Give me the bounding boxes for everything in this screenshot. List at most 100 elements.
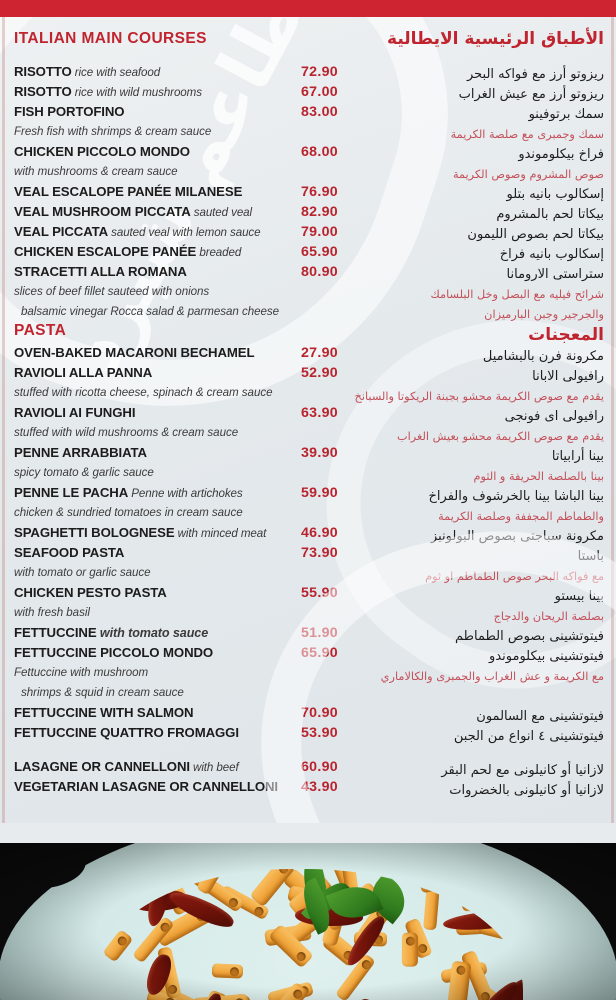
menu-item-name: PENNE LE PACHA [14, 485, 129, 500]
menu-item-name-ar: بيكاتا لحم بالمشروم [496, 207, 604, 222]
menu-item-name-ar: إسكالوب بانيه بتلو [506, 187, 604, 202]
menu-item-name-ar: بيكاتا لحم بصوص الليمون [467, 227, 604, 242]
top-red-bar [0, 0, 616, 17]
menu-item-name-ar: بينا بيستو [554, 589, 604, 604]
menu-item-price: 63.90 [300, 405, 338, 421]
menu-item-description: shrimps & squid in cream sauce [21, 686, 184, 699]
menu-item-name-ar: فراخ بيكلوموندو [518, 147, 604, 162]
menu-item-price: 72.90 [300, 64, 338, 80]
menu-item-name: CHICKEN PESTO PASTA [14, 585, 167, 600]
menu-item-row[interactable]: CHICKEN ESCALOPE PANÉE breaded 65.90 [14, 242, 338, 262]
menu-item-name-ar: لازانيا أو كانيلونى بالخضروات [449, 783, 604, 798]
menu-item-price: 83.00 [300, 104, 338, 120]
menu-item-name-ar: بينا الباشا بينا بالخرشوف والفراخ [428, 489, 604, 504]
menu-item-row[interactable]: VEAL ESCALOPE PANÉE MILANESE 76.90 [14, 182, 338, 202]
menu-item-name-ar: مكرونة سباجتى بصوص البولونيز [430, 529, 604, 544]
menu-item-name: FETTUCCINE [14, 625, 97, 640]
section-gap-ar [336, 747, 604, 761]
menu-item-name-ar: سمك برتوفينو [528, 107, 604, 122]
food-photo [0, 843, 616, 1000]
menu-item-description: with tomato or garlic sauce [14, 566, 151, 579]
english-column: ITALIAN MAIN COURSES RISOTTO rice with se… [14, 17, 338, 797]
menu-item-price: 52.90 [300, 365, 338, 381]
menu-item-row[interactable]: FETTUCCINE QUATTRO FROMAGGI 53.90 [14, 723, 338, 743]
menu-item-name: FETTUCCINE QUATTRO FROMAGGI [14, 725, 239, 740]
section-heading-italian-main-courses: ITALIAN MAIN COURSES [14, 30, 207, 47]
menu-item-name-ar: فيتوتشينى ٤ انواع من الجبن [453, 729, 604, 744]
menu-item-row[interactable]: SPAGHETTI BOLOGNESE with minced meat 46.9… [14, 523, 338, 543]
section-gap [14, 743, 338, 757]
menu-item-price: 65.90 [300, 244, 338, 260]
penne-piece [401, 933, 418, 967]
menu-item-row[interactable]: STRACETTI ALLA ROMANA 80.90 [14, 262, 338, 282]
menu-item-name: CHICKEN ESCALOPE PANÉE [14, 244, 197, 259]
menu-item-description-ar: بصلصة الريحان والدجاج [493, 610, 604, 623]
menu-item-row[interactable]: CHICKEN PICCOLO MONDO 68.00 [14, 142, 338, 162]
menu-item-price: 76.90 [300, 184, 338, 200]
menu-item-description-ar: مع فواكه البحر صوص الطماطم او ثوم [425, 570, 604, 583]
menu-item-price: 51.90 [300, 625, 338, 641]
menu-item-subtitle: with beef [189, 761, 239, 774]
menu-item-price: 55.90 [300, 585, 338, 601]
menu-item-row[interactable]: VEGETARIAN LASAGNE OR CANNELLONI 43.90 [14, 777, 338, 797]
menu-item-name-ar: بينا أرابياتا [551, 449, 604, 464]
menu-item-name: CHICKEN PICCOLO MONDO [14, 144, 190, 159]
menu-item-name: RAVIOLI AI FUNGHI [14, 405, 136, 420]
menu-item-row[interactable]: LASAGNE OR CANNELLONI with beef 60.90 [14, 757, 338, 777]
penne-piece [446, 960, 472, 1000]
menu-item-description-ar: بينا بالصلصة الحريفة و الثوم [473, 470, 604, 483]
menu-item-row[interactable]: FISH PORTOFINO 83.00 [14, 102, 338, 122]
menu-content: ITALIAN MAIN COURSES RISOTTO rice with se… [0, 17, 616, 823]
menu-item-price: 59.90 [300, 485, 338, 501]
section-heading-ar-pasta: المعجنات [528, 325, 604, 345]
menu-item-name-ar: فيتوتشينى بيكلوموندو [489, 649, 604, 664]
menu-item-price: 27.90 [300, 345, 338, 361]
menu-item-price: 53.90 [300, 725, 338, 741]
menu-item-description: spicy tomato & garlic sauce [14, 466, 154, 479]
menu-item-row[interactable]: VEAL PICCATA sauted veal with lemon sauc… [14, 222, 338, 242]
menu-item-row[interactable]: CHICKEN PESTO PASTA 55.90 [14, 583, 338, 603]
menu-item-price: 68.00 [300, 144, 338, 160]
menu-item-subtitle: sauted veal with lemon sauce [108, 226, 261, 239]
menu-item-description-ar: صوص المشروم وصوص الكريمة [452, 168, 604, 181]
menu-item-row[interactable]: RAVIOLI AI FUNGHI 63.90 [14, 403, 338, 423]
menu-item-row[interactable]: FETTUCCINE with tomato sauce 51.90 [14, 623, 338, 643]
menu-item-name: FISH PORTOFINO [14, 104, 125, 119]
menu-item-row[interactable]: SEAFOOD PASTA 73.90 [14, 543, 338, 563]
penne-piece [461, 869, 481, 912]
menu-item-name: SEAFOOD PASTA [14, 545, 125, 560]
menu-item-subtitle: sauted veal [190, 206, 252, 219]
menu-item-name: OVEN-BAKED MACARONI BECHAMEL [14, 345, 255, 360]
menu-item-price: 65.90 [300, 645, 338, 661]
menu-item-description-ar: يقدم مع صوص الكريمة محشو بجبنة الريكوتا … [354, 390, 604, 403]
menu-item-subtitle: Penne with artichokes [128, 487, 243, 500]
menu-item-row[interactable]: PENNE ARRABBIATA 39.90 [14, 443, 338, 463]
menu-item-row[interactable]: FETTUCCINE WITH SALMON 70.90 [14, 703, 338, 723]
menu-item-subtitle: breaded [196, 246, 242, 259]
menu-item-name: LASAGNE OR CANNELLONI [14, 759, 190, 774]
menu-item-name-ar: لازانيا أو كانيلونى مع لحم البقر [441, 763, 604, 778]
menu-item-name-ar: مكرونة فرن بالبشاميل [482, 349, 604, 364]
menu-item-row[interactable]: FETTUCCINE PICCOLO MONDO 65.90 [14, 643, 338, 663]
menu-item-name: RISOTTO [14, 84, 72, 99]
menu-item-row[interactable]: VEAL MUSHROOM PICCATA sauted veal 82.90 [14, 202, 338, 222]
menu-item-row[interactable]: RISOTTO rice with seafood 72.90 [14, 62, 338, 82]
menu-item-description: stuffed with wild mushrooms & cream sauc… [14, 426, 239, 439]
menu-item-row[interactable]: RISOTTO rice with wild mushrooms 67.00 [14, 82, 338, 102]
menu-paper: مطاعم شبرد ITALIAN MAIN COURSES RISOTTO r… [0, 17, 616, 823]
menu-item-description-ar: مع الكريمة و عش الغراب والجمبرى والكالام… [380, 670, 604, 683]
menu-item-name-ar: فيتوتشينى بصوص الطماطم [455, 629, 604, 644]
menu-item-price: 79.00 [300, 224, 338, 240]
menu-item-row[interactable]: PENNE LE PACHA Penne with artichokes 59.9… [14, 483, 338, 503]
menu-item-subtitle: with minced meat [174, 527, 267, 540]
menu-item-subtitle: with tomato sauce [96, 626, 209, 640]
menu-item-name: VEGETARIAN LASAGNE OR CANNELLONI [14, 779, 278, 794]
menu-item-description-ar: شرائح فيليه مع البصل وخل البلسامك [430, 288, 604, 301]
arabic-column: الأطباق الرئيسية الايطالية ريزوتو أرز مع … [336, 17, 604, 801]
menu-item-description: Fettuccine with mushroom [14, 666, 149, 679]
menu-item-row[interactable]: RAVIOLI ALLA PANNA 52.90 [14, 363, 338, 383]
menu-item-row[interactable]: OVEN-BAKED MACARONI BECHAMEL 27.90 [14, 343, 338, 363]
menu-item-name: STRACETTI ALLA ROMANA [14, 264, 187, 279]
penne-piece [248, 869, 295, 907]
menu-item-name-ar: باستا [577, 549, 604, 564]
